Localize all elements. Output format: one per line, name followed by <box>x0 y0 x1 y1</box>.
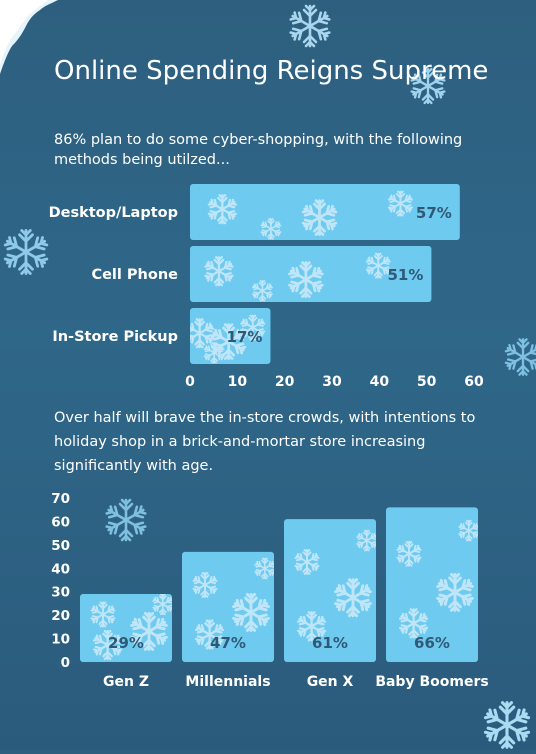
page-title: Online Spending Reigns Supreme <box>54 56 489 86</box>
tick-label: 70 <box>51 491 70 507</box>
tick-label: 10 <box>228 374 248 390</box>
snowflake-icon <box>284 0 336 52</box>
tick-label: 40 <box>370 374 390 390</box>
tick-label: 0 <box>61 655 70 671</box>
bar <box>190 246 432 302</box>
intro-text: 86% plan to do some cyber-shopping, with… <box>54 132 463 168</box>
tick-label: 40 <box>51 561 70 577</box>
bar-group: Desktop/Laptop 57% <box>49 184 460 240</box>
bar-group: 29% Gen Z <box>80 594 172 690</box>
data-label: 61% <box>312 634 348 652</box>
category-label: Baby Boomers <box>375 674 488 690</box>
category-label: Millennials <box>185 674 270 690</box>
tick-label: 10 <box>51 632 70 648</box>
data-label: 66% <box>414 634 450 652</box>
tick-label: 20 <box>275 374 295 390</box>
tick-label: 30 <box>322 374 342 390</box>
online-methods-chart: Desktop/Laptop 57% Cell Phone 51% In-Store P… <box>49 184 484 390</box>
tick-label: 0 <box>185 374 195 390</box>
category-label: Gen X <box>307 674 354 690</box>
bar-group: 61% Gen X <box>284 519 376 690</box>
tick-label: 50 <box>417 374 437 390</box>
icicle-decoration <box>0 0 58 74</box>
tick-label: 50 <box>51 538 70 554</box>
data-label: 51% <box>387 266 423 284</box>
tick-label: 60 <box>464 374 484 390</box>
tick-label: 60 <box>51 514 70 530</box>
category-label: In-Store Pickup <box>52 329 178 345</box>
data-label: 17% <box>227 328 263 346</box>
data-label: 29% <box>108 634 144 652</box>
tick-label: 30 <box>51 585 70 601</box>
bar-group: 47% Millennials <box>182 551 274 690</box>
category-label: Cell Phone <box>91 267 178 283</box>
category-label: Gen Z <box>103 674 149 690</box>
data-label: 47% <box>210 634 246 652</box>
generation-chart: 0 10 20 30 40 50 60 70 29% Gen Z 47% Millennials 61%… <box>51 491 489 690</box>
bar-group: In-Store Pickup 17% <box>52 308 271 364</box>
category-label: Desktop/Laptop <box>49 205 178 221</box>
second-text: Over half will brave the in-store crowds… <box>54 410 476 474</box>
bar-group: Cell Phone 51% <box>91 246 432 302</box>
bar-group: 66% Baby Boomers <box>375 507 489 690</box>
snowflake-icon <box>478 696 536 754</box>
data-label: 57% <box>416 204 452 222</box>
tick-label: 20 <box>51 608 70 624</box>
